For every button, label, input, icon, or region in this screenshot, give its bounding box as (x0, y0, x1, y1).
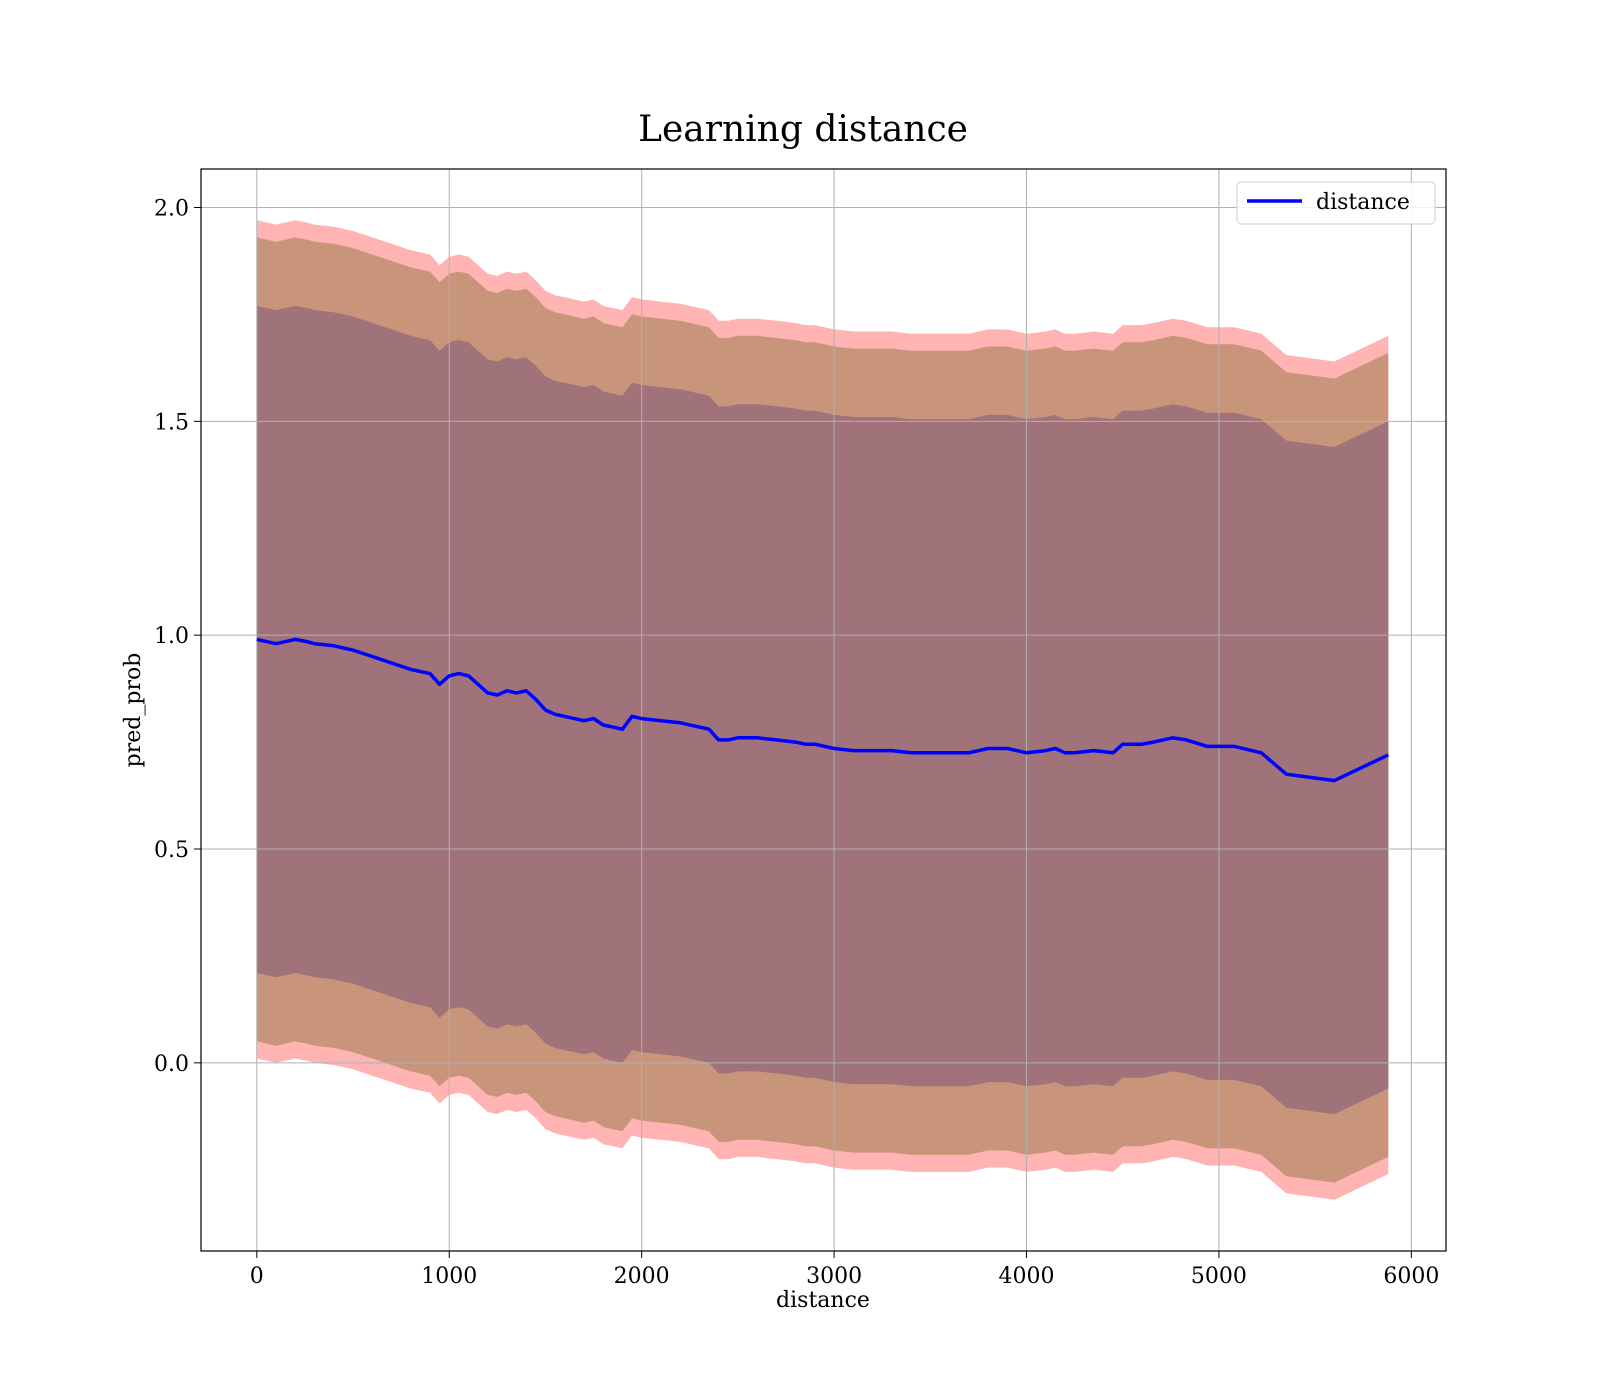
chart-title: Learning distance (638, 109, 968, 150)
series-group (256, 637, 1390, 783)
y-tick-label: 1.5 (154, 410, 189, 435)
x-tick-label: 6000 (1383, 1264, 1439, 1289)
x-tick-label: 3000 (806, 1264, 862, 1289)
x-tick-label: 4000 (999, 1264, 1055, 1289)
y-tick-label: 2.0 (154, 196, 189, 221)
legend-box (1236, 181, 1436, 225)
series-line-distance (256, 637, 1390, 783)
y-tick-label: 0.0 (154, 1052, 189, 1077)
x-axis: 0 1000 2000 3000 4000 5000 6000 (250, 1251, 1439, 1289)
x-tick-label: 1000 (421, 1264, 477, 1289)
x-axis-label: distance (776, 1288, 870, 1313)
y-axis: 0.0 0.5 1.0 1.5 2.0 (154, 196, 201, 1077)
legend: distance (1236, 181, 1436, 225)
x-tick-label: 5000 (1191, 1264, 1247, 1289)
band-inner (256, 305, 1389, 1115)
x-tick-label: 0 (250, 1264, 264, 1289)
uncertainty-bands (256, 220, 1389, 1200)
y-tick-label: 1.0 (154, 624, 189, 649)
legend-label-distance: distance (1316, 190, 1410, 215)
x-tick-label: 2000 (614, 1264, 670, 1289)
y-axis-label: pred_prob (121, 653, 146, 768)
y-tick-label: 0.5 (154, 838, 189, 863)
grid-lines (201, 169, 1446, 1251)
plot-frame (200, 168, 1447, 1252)
